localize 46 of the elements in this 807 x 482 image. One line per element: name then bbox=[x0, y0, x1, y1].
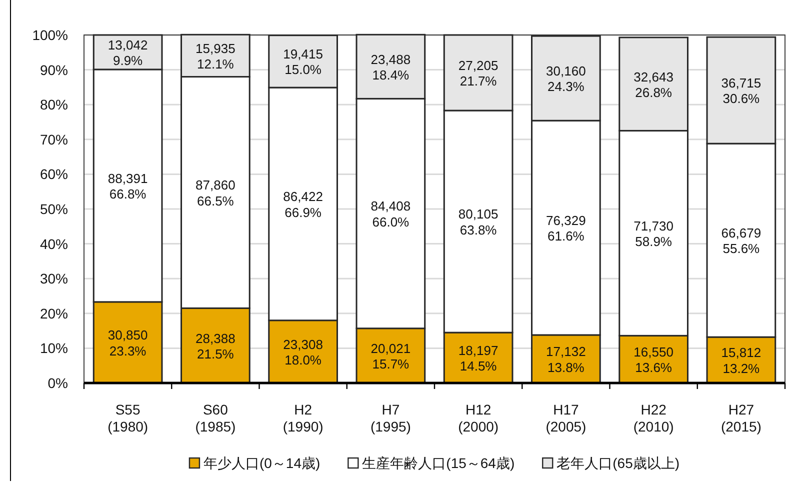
y-tick-label: 40% bbox=[40, 236, 68, 252]
data-label: 32,643 26.8% bbox=[634, 68, 674, 100]
data-label: 86,422 66.9% bbox=[283, 188, 323, 220]
x-tick-label: H12 (2000) bbox=[458, 401, 499, 435]
x-tick-label: S55 (1980) bbox=[108, 401, 148, 435]
data-label: 18,197 14.5% bbox=[458, 342, 498, 374]
y-tick-label: 30% bbox=[40, 270, 68, 287]
legend-label: 老年人口(65歳以上) bbox=[556, 455, 680, 471]
legend-label: 生産年齢人口(15～64歳) bbox=[362, 455, 515, 471]
data-label: 16,550 13.6% bbox=[634, 344, 674, 375]
x-tick-label: H17 (2005) bbox=[546, 401, 586, 435]
data-label: 28,388 21.5% bbox=[196, 330, 236, 361]
data-label: 80,105 63.8% bbox=[458, 206, 498, 237]
x-tick-label: H7 (1995) bbox=[370, 401, 411, 435]
data-label: 19,415 15.0% bbox=[283, 46, 323, 77]
data-label: 66,679 55.6% bbox=[721, 225, 762, 256]
legend-label: 年少人口(0～14歳) bbox=[203, 455, 320, 471]
y-tick-label: 90% bbox=[40, 62, 68, 78]
data-label: 15,935 12.1% bbox=[196, 40, 236, 71]
y-tick-label: 50% bbox=[40, 201, 68, 217]
x-tick-label: H27 (2015) bbox=[720, 401, 762, 435]
data-label: 13,042 9.9% bbox=[108, 36, 148, 68]
data-label: 23,488 18.4% bbox=[370, 51, 411, 82]
data-label: 76,329 61.6% bbox=[546, 212, 586, 244]
data-label: 27,205 21.7% bbox=[458, 57, 498, 88]
x-tick-label: S60 (1985) bbox=[195, 401, 236, 435]
y-tick-label: 60% bbox=[40, 166, 68, 182]
y-tick-label: 0% bbox=[48, 375, 68, 391]
data-label: 17,132 13.8% bbox=[546, 344, 586, 374]
data-label: 36,715 30.6% bbox=[721, 75, 762, 106]
x-tick-label: H2 (1990) bbox=[282, 401, 324, 435]
data-label: 71,730 58.9% bbox=[634, 218, 674, 248]
data-label: 15,812 13.2% bbox=[721, 344, 762, 376]
data-label: 23,308 18.0% bbox=[283, 336, 323, 367]
y-tick-label: 20% bbox=[40, 305, 68, 322]
x-tick-label: H22 (2010) bbox=[633, 401, 674, 435]
data-label: 20,021 15.7% bbox=[370, 340, 411, 371]
y-tick-label: 100% bbox=[32, 27, 68, 43]
y-tick-label: 10% bbox=[40, 340, 68, 356]
data-label: 84,408 66.0% bbox=[370, 198, 411, 229]
y-tick-label: 80% bbox=[40, 96, 68, 113]
data-label: 87,860 66.5% bbox=[196, 177, 236, 208]
data-label: 88,391 66.8% bbox=[108, 170, 148, 201]
data-label: 30,850 23.3% bbox=[108, 327, 148, 358]
y-tick-label: 70% bbox=[40, 131, 68, 148]
data-label: 30,160 24.3% bbox=[546, 63, 586, 94]
